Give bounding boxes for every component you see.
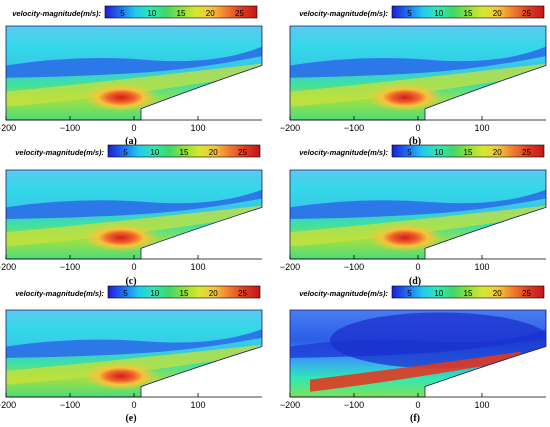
colorbar-tick-label: 5	[407, 9, 412, 18]
colorbar-tick-label: 20	[206, 9, 215, 18]
velocity-field	[6, 170, 262, 259]
x-tick-label: 0	[415, 400, 420, 410]
x-tick-label: 100	[190, 262, 205, 272]
panel-label: (a)	[125, 136, 137, 147]
velocity-field	[290, 170, 546, 259]
x-tick-label: 0	[415, 262, 420, 272]
colorbar	[391, 285, 545, 299]
panel-label: (f)	[410, 413, 420, 424]
colorbar-tick-label: 5	[407, 289, 412, 298]
velocity-field	[290, 26, 546, 120]
panel-label: (e)	[125, 413, 136, 424]
x-tick-label: 0	[131, 400, 136, 410]
colorbar-tick-label: 15	[464, 9, 473, 18]
colorbar-tick-label: 25	[522, 148, 531, 157]
x-tick-label: 0	[415, 123, 420, 133]
colorbar-tick-label: 20	[209, 289, 218, 298]
panel-b: −200 −100 0 100 velocity-magnitude(m/s): 5 10 1…	[280, 5, 547, 147]
x-tick-label: −100	[344, 123, 364, 133]
colorbar-tick-label: 25	[238, 289, 247, 298]
colorbar-tick-label: 15	[177, 9, 186, 18]
colorbar-title: velocity-magnitude(m/s):	[15, 148, 104, 157]
colorbar-tick-label: 20	[493, 9, 502, 18]
colorbar-tick-label: 10	[150, 148, 159, 157]
colorbar-title: velocity-magnitude(m/s):	[299, 9, 388, 18]
colorbar-title: velocity-magnitude(m/s):	[299, 148, 388, 157]
colorbar-tick-label: 10	[434, 9, 443, 18]
x-tick-label: 100	[474, 262, 489, 272]
colorbar-tick-label: 10	[434, 148, 443, 157]
colorbar-tick-label: 20	[209, 148, 218, 157]
panel-c: −200 −100 0 100 velocity-magnitude(m/s): 5 10 1…	[0, 144, 263, 287]
colorbar	[391, 144, 545, 158]
x-tick-label: 0	[131, 123, 136, 133]
panel-d: −200 −100 0 100 velocity-magnitude(m/s): 5 10 1…	[280, 144, 547, 287]
colorbar-tick-label: 25	[235, 9, 244, 18]
colorbar-title: velocity-magnitude(m/s):	[12, 9, 101, 18]
colorbar-tick-label: 10	[434, 289, 443, 298]
x-tick-label: −200	[280, 123, 300, 133]
x-tick-label: −100	[344, 262, 364, 272]
x-tick-label: −200	[0, 123, 16, 133]
colorbar-tick-label: 5	[407, 148, 412, 157]
colorbar-tick-label: 15	[464, 289, 473, 298]
colorbar	[107, 144, 261, 158]
x-tick-label: −100	[60, 123, 80, 133]
x-tick-label: 0	[131, 262, 136, 272]
x-tick-label: −100	[60, 400, 80, 410]
colorbar-tick-label: 10	[147, 9, 156, 18]
x-tick-label: 100	[474, 400, 489, 410]
colorbar-tick-label: 15	[464, 148, 473, 157]
colorbar	[391, 5, 545, 19]
colorbar-tick-label: 5	[123, 148, 128, 157]
x-tick-label: −200	[280, 400, 300, 410]
panel-label: (c)	[125, 276, 136, 287]
colorbar-title: velocity-magnitude(m/s):	[299, 289, 388, 298]
velocity-field	[6, 310, 262, 397]
colorbar-tick-label: 5	[123, 289, 128, 298]
velocity-field	[290, 310, 546, 397]
velocity-field	[6, 26, 262, 120]
panel-e: −200 −100 0 100 velocity-magnitude(m/s): 5 10 1…	[0, 285, 263, 424]
colorbar-title: velocity-magnitude(m/s):	[15, 289, 104, 298]
colorbar-tick-label: 25	[522, 9, 531, 18]
panel-label: (b)	[409, 136, 421, 147]
colorbar	[107, 285, 261, 299]
colorbar-tick-label: 25	[522, 289, 531, 298]
x-tick-label: −200	[0, 262, 16, 272]
x-tick-label: 100	[190, 400, 205, 410]
panel-f: −200 −100 0 100 velocity-magnitude(m/s): 5 10 1…	[280, 285, 547, 424]
colorbar-tick-label: 20	[493, 289, 502, 298]
colorbar-tick-label: 10	[150, 289, 159, 298]
x-tick-label: −100	[60, 262, 80, 272]
colorbar	[104, 5, 258, 19]
x-tick-label: −100	[344, 400, 364, 410]
panel-a: −200 −100 0 100 velocity-magnitude(m/s): 5 10 1…	[0, 5, 263, 147]
x-tick-label: −200	[0, 400, 16, 410]
x-tick-label: 100	[474, 123, 489, 133]
colorbar-tick-label: 20	[493, 148, 502, 157]
x-tick-label: 100	[190, 123, 205, 133]
colorbar-tick-label: 25	[238, 148, 247, 157]
colorbar-tick-label: 5	[120, 9, 125, 18]
colorbar-tick-label: 15	[180, 289, 189, 298]
colorbar-tick-label: 15	[180, 148, 189, 157]
panel-label: (d)	[409, 276, 421, 287]
x-tick-label: −200	[280, 262, 300, 272]
